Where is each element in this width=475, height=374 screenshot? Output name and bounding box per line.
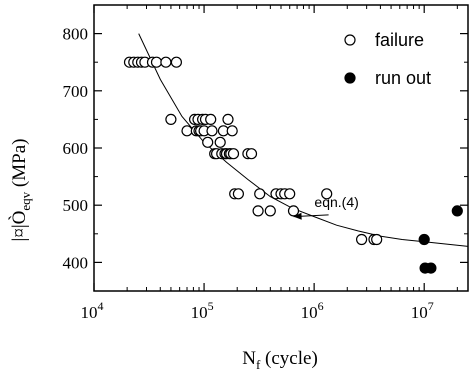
point-failure bbox=[222, 113, 234, 126]
y-tick-label: 400 bbox=[63, 253, 89, 272]
point-failure bbox=[181, 125, 193, 137]
point-failure bbox=[371, 233, 383, 246]
y-tick-label: 500 bbox=[63, 196, 89, 215]
x-tick-label: 104 bbox=[81, 299, 104, 322]
legend-failure-marker bbox=[344, 34, 356, 46]
fit-curve-layer bbox=[138, 33, 469, 247]
point-run-out bbox=[418, 233, 430, 246]
point-failure bbox=[214, 136, 226, 148]
point-failure bbox=[356, 233, 368, 246]
point-failure bbox=[165, 113, 177, 126]
point-failure bbox=[321, 188, 333, 200]
point-failure bbox=[170, 56, 182, 68]
y-tick-label: 800 bbox=[63, 25, 89, 44]
legend: failure run out bbox=[344, 30, 431, 88]
y-tick-labels: 400 500 600 700 800 bbox=[63, 25, 89, 273]
point-failure bbox=[150, 56, 163, 68]
x-tick-label: 107 bbox=[411, 299, 434, 322]
y-tick-label: 700 bbox=[63, 82, 89, 101]
eqn-annotation-arrowhead bbox=[293, 212, 302, 220]
point-failure bbox=[245, 148, 258, 160]
point-failure bbox=[254, 188, 266, 200]
point-failure bbox=[205, 113, 217, 126]
point-failure bbox=[206, 125, 218, 137]
point-run-out bbox=[425, 262, 437, 274]
y-axis-label: |¤|Òeqv (MPa) bbox=[8, 139, 33, 242]
x-tick-labels: 104 105 106 107 bbox=[81, 299, 434, 322]
axis-ticks bbox=[93, 4, 468, 292]
fit-curve bbox=[138, 33, 469, 247]
point-failure bbox=[232, 188, 244, 200]
point-failure bbox=[252, 205, 264, 217]
point-failure bbox=[202, 136, 214, 148]
point-failure bbox=[264, 205, 276, 217]
point-failure bbox=[160, 56, 172, 68]
legend-runout-marker bbox=[344, 72, 356, 84]
data-points-layer bbox=[123, 56, 463, 274]
point-failure bbox=[284, 188, 296, 200]
point-run-out bbox=[451, 205, 463, 217]
eqn-annotation-label: eqn.(4) bbox=[314, 194, 358, 210]
annotation-layer: eqn.(4) bbox=[293, 194, 359, 220]
legend-failure-label: failure bbox=[375, 30, 424, 50]
point-failure bbox=[287, 205, 300, 217]
y-tick-label: 600 bbox=[63, 139, 89, 158]
x-axis-label: Nf (cycle) bbox=[242, 348, 318, 372]
x-tick-label: 106 bbox=[301, 299, 324, 322]
point-failure bbox=[227, 148, 240, 160]
legend-runout-label: run out bbox=[375, 68, 431, 88]
x-tick-label: 105 bbox=[191, 299, 214, 322]
point-failure bbox=[226, 125, 238, 137]
